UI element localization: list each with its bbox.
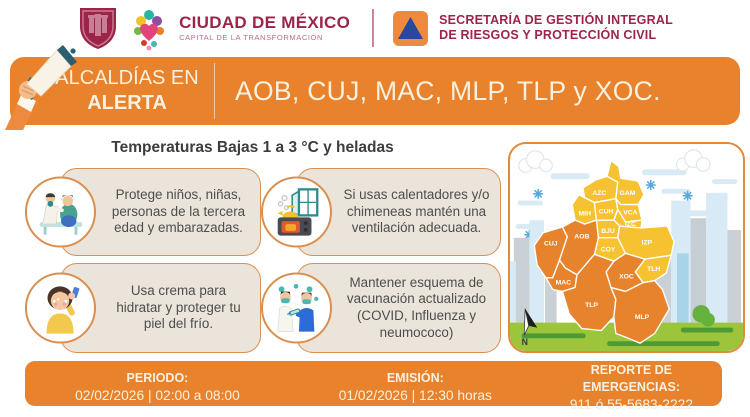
tip-card: Mantener esquema de vacunación actualiza… — [261, 263, 501, 353]
banner-alcaldias: AOB, CUJ, MAC, MLP, TLP y XOC. — [235, 75, 661, 106]
region-label: MLP — [635, 314, 650, 321]
cdmx-shield-logo — [80, 8, 117, 49]
megaphone-icon — [5, 45, 77, 130]
footer-emission: EMISIÓN: 01/02/2026 | 12:30 horas — [290, 369, 541, 406]
city-title: CIUDAD DE MÉXICO — [179, 13, 351, 33]
region-label: TLH — [647, 266, 660, 273]
region-label: MAC — [556, 280, 572, 287]
tip-text: Si usas calentadores y/o chimeneas manté… — [343, 187, 490, 236]
secretary-line2: DE RIESGOS Y PROTECCIÓN CIVIL — [439, 28, 657, 42]
footer-bar: PERIODO: 02/02/2026 | 02:00 a 08:00 EMIS… — [25, 361, 722, 412]
snowflake-icon — [682, 190, 693, 201]
header-divider — [372, 9, 375, 47]
region-label: GAM — [620, 190, 636, 197]
snowflake-icon — [533, 188, 544, 199]
region-label: MIH — [579, 210, 592, 217]
region-label: CUH — [599, 208, 614, 215]
tip-text: Protege niños, niñas, personas de la ter… — [111, 187, 246, 236]
alert-banner: ALCALDÍAS EN ALERTA AOB, CUJ, MAC, MLP, … — [5, 45, 740, 130]
header: CIUDAD DE MÉXICO CAPITAL DE LA TRANSFORM… — [0, 0, 750, 56]
map-panel: AZC GAM MIH CUH VCA IZC BJU COY IZP TLH … — [508, 142, 745, 353]
city-subtitle: CAPITAL DE LA TRANSFORMACIÓN — [179, 32, 324, 42]
skin-cream-icon — [25, 272, 96, 344]
banner-label-line2: ALERTA — [87, 92, 167, 114]
emergency-label: REPORTE DE EMERGENCIAS: — [582, 363, 680, 394]
cdmx-color-logo — [134, 10, 165, 51]
cloud-icon — [518, 150, 553, 173]
tip-card: Si usas calentadores y/o chimeneas manté… — [261, 168, 501, 256]
region-label: VCA — [623, 209, 637, 216]
sky-streaks — [515, 169, 738, 229]
proteccion-civil-logo — [393, 10, 429, 46]
region-label: XOC — [619, 274, 634, 281]
heater-ventilation-icon — [261, 176, 332, 248]
compass-label: N — [522, 337, 528, 347]
footer-emergency: REPORTE DE EMERGENCIAS: 911 ó 55-5683-22… — [541, 361, 722, 414]
cloud-icon — [675, 149, 711, 172]
vaccination-icon — [261, 272, 332, 344]
region-label: COY — [601, 246, 616, 253]
region-label: AOB — [574, 234, 589, 241]
region-label: BJU — [601, 228, 615, 235]
region-gam — [606, 159, 645, 206]
tip-text: Mantener esquema de vacunación actualiza… — [346, 274, 487, 340]
banner-label-line1: ALCALDÍAS EN — [55, 67, 199, 89]
footer-period: PERIODO: 02/02/2026 | 02:00 a 08:00 — [25, 369, 290, 406]
tip-card: Protege niños, niñas, personas de la ter… — [25, 168, 261, 256]
period-label: PERIODO: — [126, 371, 189, 386]
region-labels: AZC GAM MIH CUH VCA IZC BJU COY IZP TLH … — [544, 190, 660, 321]
emission-label: EMISIÓN: — [386, 371, 444, 386]
region-label: TLP — [585, 302, 598, 309]
banner-label: ALCALDÍAS EN ALERTA — [10, 66, 214, 116]
snowflake-icon — [645, 179, 656, 191]
emergency-value: 911 ó 55-5683-2222 — [569, 396, 693, 412]
secretary-wordmark: SECRETARÍA DE GESTIÓN INTEGRAL DE RIESGO… — [439, 13, 673, 43]
region-label: CUJ — [544, 241, 558, 248]
banner-divider — [214, 63, 215, 119]
alcaldias-regions — [533, 159, 675, 344]
caregiver-elderly-icon — [25, 176, 96, 248]
emission-value: 01/02/2026 | 12:30 horas — [338, 388, 492, 404]
region-label: AZC — [592, 190, 606, 197]
region-mlp — [610, 280, 670, 344]
tip-text: Usa crema para hidratar y proteger tu pi… — [116, 283, 241, 332]
city-wordmark: CIUDAD DE MÉXICO CAPITAL DE LA TRANSFORM… — [179, 14, 350, 42]
alcaldias-map: AZC GAM MIH CUH VCA IZC BJU COY IZP TLH … — [510, 149, 743, 351]
period-value: 02/02/2026 | 02:00 a 08:00 — [75, 388, 240, 404]
region-label: IZP — [642, 240, 653, 247]
tip-card: Usa crema para hidratar y proteger tu pi… — [25, 263, 261, 353]
secretary-line1: SECRETARÍA DE GESTIÓN INTEGRAL — [439, 13, 673, 27]
forecast-headline: Temperaturas Bajas 1 a 3 °C y heladas — [111, 139, 394, 156]
region-label: IZC — [625, 221, 636, 228]
